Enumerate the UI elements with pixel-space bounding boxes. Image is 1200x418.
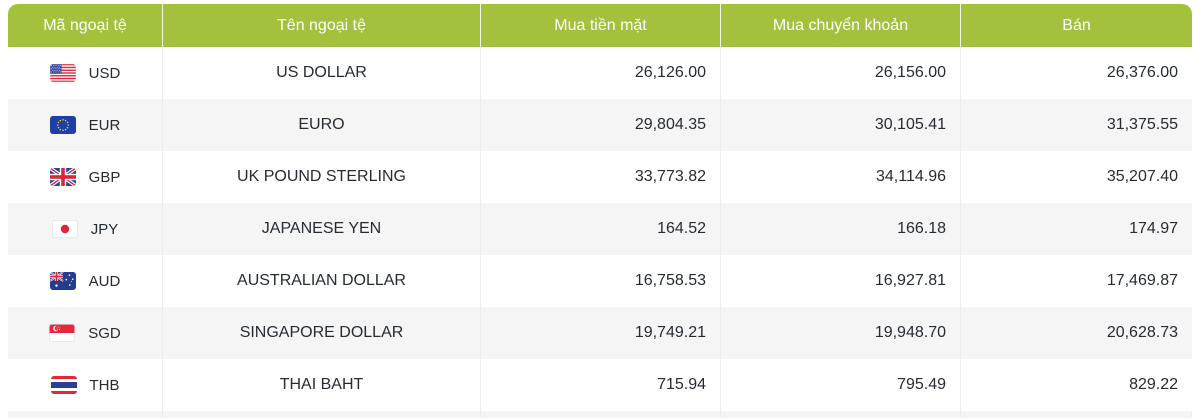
table-header-row: Mã ngoại tệ Tên ngoại tệ Mua tiền mặt Mu…: [8, 4, 1192, 47]
thb-flag-icon: [50, 376, 77, 394]
buy-cash-cell: 164.52: [481, 203, 721, 255]
currency-code: GBP: [88, 168, 121, 186]
table-row: EUR EURO 29,804.35 30,105.41 31,375.55: [8, 99, 1192, 151]
currency-code-cell: THB: [8, 359, 163, 411]
header-cell-currency-code: Mã ngoại tệ: [8, 4, 163, 47]
header-cell-sell: Bán: [1062, 16, 1091, 34]
currency-name-cell: SINGAPORE DOLLAR: [163, 307, 481, 359]
buy-cash-cell: 715.94: [481, 359, 721, 411]
currency-code-cell: SGD: [8, 307, 163, 359]
buy-cash-cell: 19,749.21: [481, 307, 721, 359]
currency-code: AUD: [88, 272, 121, 290]
currency-name-cell: THAI BAHT: [163, 359, 481, 411]
buy-transfer-cell: 19,948.70: [721, 307, 961, 359]
buy-transfer-cell: 30,105.41: [721, 99, 961, 151]
jpy-flag-icon: [51, 220, 78, 238]
sell-cell: 31,375.55: [1106, 116, 1178, 133]
aud-flag-icon: [49, 272, 76, 290]
buy-cash-cell: 29,804.35: [481, 99, 721, 151]
currency-name-cell: JAPANESE YEN: [163, 203, 481, 255]
buy-transfer-cell: 795.49: [721, 359, 961, 411]
sell-cell: 26,376.00: [1106, 64, 1178, 81]
table-row: SGD SINGAPORE DOLLAR 19,749.21 19,948.70…: [8, 307, 1192, 359]
eur-flag-icon: [49, 116, 76, 134]
header-cell-buy-transfer: Mua chuyển khoản: [721, 4, 961, 47]
currency-name-cell: US DOLLAR: [163, 47, 481, 99]
currency-name-cell: AUSTRALIAN DOLLAR: [163, 255, 481, 307]
sell-cell: 17,469.87: [1106, 272, 1178, 289]
currency-name-cell: UK POUND STERLING: [163, 151, 481, 203]
table-row: AUD AUSTRALIAN DOLLAR 16,758.53 16,927.8…: [8, 255, 1192, 307]
buy-transfer-cell: 16,927.81: [721, 255, 961, 307]
sell-cell: 174.97: [1129, 220, 1178, 237]
currency-code-cell: EUR: [8, 99, 163, 151]
currency-code-cell: AUD: [8, 255, 163, 307]
currency-code: THB: [89, 376, 120, 394]
currency-code: EUR: [88, 116, 121, 134]
gbp-flag-icon: [49, 168, 76, 186]
currency-code-cell: JPY: [8, 203, 163, 255]
table-row: USD US DOLLAR 26,126.00 26,156.00 26,376…: [8, 47, 1192, 99]
currency-code-cell: USD: [8, 47, 163, 99]
sgd-flag-icon: [49, 324, 76, 342]
table-row: JPY JAPANESE YEN 164.52 166.18 174.97: [8, 203, 1192, 255]
header-cell-currency-name: Tên ngoại tệ: [163, 4, 481, 47]
sell-cell: 829.22: [1129, 376, 1178, 393]
currency-code: SGD: [88, 324, 121, 342]
usd-flag-icon: [49, 64, 76, 82]
table-row: THB THAI BAHT 715.94 795.49 829.22: [8, 359, 1192, 411]
partial-next-row: [8, 411, 1192, 418]
buy-transfer-cell: 26,156.00: [721, 47, 961, 99]
buy-transfer-cell: 166.18: [721, 203, 961, 255]
table-row: GBP UK POUND STERLING 33,773.82 34,114.9…: [8, 151, 1192, 203]
sell-cell: 35,207.40: [1106, 168, 1178, 185]
exchange-rates-table: Mã ngoại tệ Tên ngoại tệ Mua tiền mặt Mu…: [8, 4, 1192, 418]
currency-code-cell: GBP: [8, 151, 163, 203]
header-cell-buy-cash: Mua tiền mặt: [481, 4, 721, 47]
currency-code: JPY: [90, 220, 119, 238]
buy-cash-cell: 33,773.82: [481, 151, 721, 203]
sell-cell: 20,628.73: [1106, 324, 1178, 341]
currency-code: USD: [88, 64, 121, 82]
currency-name-cell: EURO: [163, 99, 481, 151]
buy-cash-cell: 26,126.00: [481, 47, 721, 99]
buy-cash-cell: 16,758.53: [481, 255, 721, 307]
buy-transfer-cell: 34,114.96: [721, 151, 961, 203]
